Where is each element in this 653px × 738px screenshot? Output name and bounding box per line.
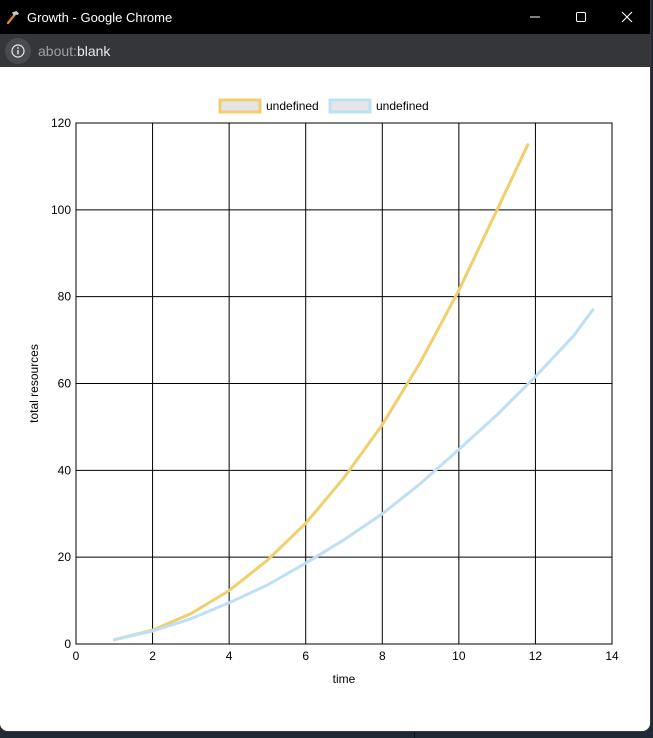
- site-info-button[interactable]: [5, 37, 31, 64]
- minimize-icon: [530, 16, 540, 18]
- url-field[interactable]: about:blank: [38, 43, 110, 59]
- x-axis-label: time: [333, 672, 356, 686]
- title-bar: Growth - Google Chrome: [0, 0, 650, 34]
- url-scheme: about:: [38, 42, 77, 59]
- y-tick-label: 20: [58, 550, 72, 564]
- close-button[interactable]: [604, 0, 650, 34]
- y-tick-label: 60: [58, 377, 72, 391]
- y-axis-label: total resources: [27, 344, 41, 423]
- series-line-1: [112, 143, 530, 642]
- y-tick-label: 80: [58, 290, 72, 304]
- y-tick-label: 0: [64, 637, 71, 651]
- y-tick-label: 100: [51, 203, 71, 217]
- legend-label-2[interactable]: undefined: [376, 99, 429, 113]
- series-line-2: [112, 308, 595, 642]
- legend-swatch-2[interactable]: [328, 98, 372, 114]
- minimize-button[interactable]: [512, 0, 558, 34]
- maximize-button[interactable]: [558, 0, 604, 34]
- x-tick-label: 10: [452, 649, 466, 663]
- legend-swatch-1[interactable]: [218, 98, 262, 114]
- info-icon: [11, 43, 25, 58]
- x-tick-label: 12: [529, 649, 543, 663]
- x-tick-label: 4: [226, 649, 233, 663]
- maximize-icon: [576, 12, 586, 22]
- x-tick-label: 2: [149, 649, 156, 663]
- window-title: Growth - Google Chrome: [27, 9, 173, 25]
- legend-label-1[interactable]: undefined: [266, 99, 319, 113]
- x-tick-label: 6: [302, 649, 309, 663]
- x-tick-label: 8: [379, 649, 386, 663]
- page-content: 0 2 4 6 8 10 12 14 0 20 40 60 80 100 120 time total reso…: [0, 67, 650, 731]
- line-chart: 0 2 4 6 8 10 12 14 0 20 40 60 80 100 120 time total reso…: [27, 98, 619, 686]
- hammer-icon: [6, 11, 19, 25]
- x-tick-label: 0: [73, 649, 80, 663]
- close-icon: [621, 11, 633, 23]
- url-page: blank: [76, 42, 111, 59]
- address-bar: about:blank: [0, 34, 650, 67]
- y-tick-label: 120: [51, 116, 71, 130]
- plot-frame: [75, 122, 613, 645]
- x-tick-label: 14: [605, 649, 619, 663]
- y-tick-label: 40: [58, 463, 72, 477]
